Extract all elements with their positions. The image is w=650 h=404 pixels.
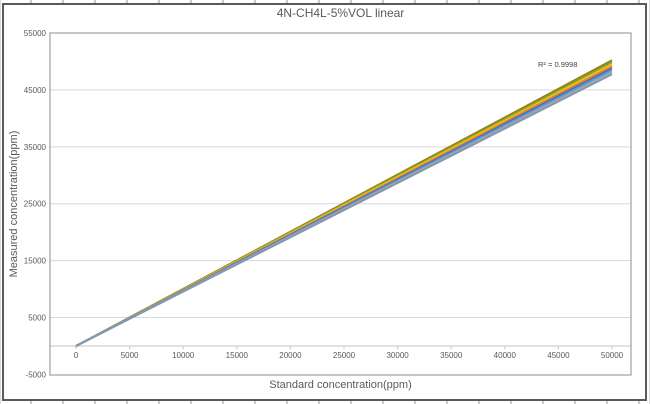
series-line: [75, 73, 613, 347]
r-squared-annotation: R² = 0.9998: [538, 60, 578, 69]
sheet-gridline-stubs-bottom: [0, 401, 650, 404]
x-tick-label: 10000: [172, 351, 195, 360]
y-tick-label: 45000: [24, 86, 47, 95]
y-tick-label: 55000: [24, 29, 47, 38]
x-tick-label: 15000: [226, 351, 249, 360]
y-tick-label: 25000: [24, 200, 47, 209]
sheet-gridline-left: [0, 0, 1, 404]
x-tick-label: 0: [74, 351, 79, 360]
x-tick-label: 35000: [440, 351, 463, 360]
x-axis-title: Standard concentration(ppm): [269, 379, 412, 391]
chart-title: 4N-CH4L-5%VOL linear: [276, 6, 405, 20]
plot-border: [49, 32, 632, 376]
x-tick-label: 30000: [386, 351, 409, 360]
x-tick-label: 50000: [601, 351, 624, 360]
x-tick-label: 20000: [279, 351, 302, 360]
y-tick-label: -5000: [26, 370, 47, 379]
y-tick-label: 15000: [24, 257, 47, 266]
chart-object[interactable]: [2, 3, 647, 401]
x-tick-label: 40000: [494, 351, 517, 360]
x-tick-label: 5000: [121, 351, 139, 360]
sheet-gridline-stubs-top: [0, 0, 650, 3]
x-tick-label: 25000: [333, 351, 356, 360]
y-tick-label: 5000: [28, 314, 46, 323]
y-axis-title: Measured concentration(ppm): [8, 130, 20, 278]
x-tick-label: 45000: [547, 351, 570, 360]
y-tick-label: 35000: [24, 143, 47, 152]
